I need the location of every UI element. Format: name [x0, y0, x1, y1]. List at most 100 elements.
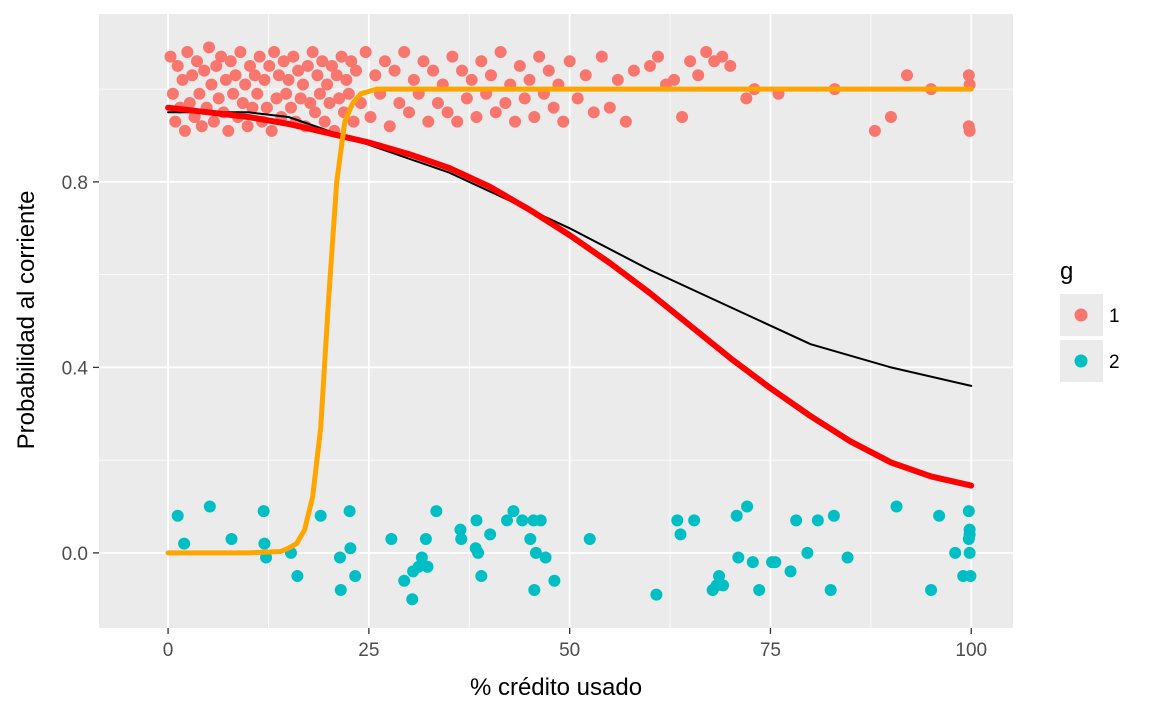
data-point-group-1	[347, 115, 360, 128]
data-point-group-2	[475, 570, 488, 583]
data-point-group-2	[203, 500, 216, 513]
data-point-group-1	[900, 69, 913, 82]
data-point-group-2	[674, 528, 687, 541]
y-axis-title: Probabilidad al corriente	[13, 191, 40, 450]
data-point-group-1	[239, 78, 252, 91]
data-point-group-2	[344, 542, 357, 555]
data-point-group-2	[650, 588, 663, 601]
data-point-group-1	[547, 101, 560, 114]
data-point-group-1	[451, 115, 464, 128]
data-point-group-2	[314, 509, 327, 522]
x-tick-label: 50	[559, 640, 580, 661]
data-point-group-1	[311, 69, 324, 82]
data-point-group-1	[241, 120, 254, 133]
data-point-group-2	[291, 570, 304, 583]
data-point-group-2	[472, 546, 485, 559]
data-point-group-2	[171, 509, 184, 522]
data-point-group-1	[668, 73, 681, 86]
data-point-group-1	[304, 97, 317, 110]
data-point-group-1	[186, 69, 199, 82]
data-point-group-1	[643, 59, 656, 72]
data-point-group-2	[430, 505, 443, 518]
data-point-group-1	[316, 55, 329, 68]
data-point-group-1	[518, 92, 531, 105]
data-point-group-1	[292, 64, 305, 77]
data-point-group-2	[454, 523, 467, 536]
data-point-group-1	[287, 50, 300, 63]
data-point-group-1	[513, 59, 526, 72]
data-point-group-1	[619, 115, 632, 128]
data-point-group-1	[431, 97, 444, 110]
data-point-group-1	[198, 64, 211, 77]
legend-title: g	[1060, 258, 1073, 285]
data-point-group-2	[962, 532, 975, 545]
data-point-group-2	[421, 560, 434, 573]
data-point-group-1	[465, 73, 478, 86]
data-point-group-2	[827, 509, 840, 522]
data-point-group-2	[529, 546, 542, 559]
data-point-group-1	[171, 59, 184, 72]
data-point-group-1	[587, 106, 600, 119]
data-point-group-2	[178, 537, 191, 550]
data-point-group-2	[419, 532, 432, 545]
data-point-group-1	[205, 78, 218, 91]
red-fit-curve	[165, 104, 975, 489]
x-axis-title: % crédito usado	[470, 674, 642, 701]
data-point-group-1	[446, 50, 459, 63]
data-point-group-1	[325, 59, 338, 72]
data-point-group-2	[732, 551, 745, 564]
data-point-group-1	[176, 73, 189, 86]
data-point-group-1	[393, 97, 406, 110]
data-point-group-1	[403, 106, 416, 119]
data-point-group-1	[183, 97, 196, 110]
data-point-group-1	[246, 101, 259, 114]
data-point-group-1	[306, 46, 319, 59]
data-point-group-1	[523, 73, 536, 86]
data-point-group-2	[746, 556, 759, 569]
data-point-group-2	[225, 532, 238, 545]
y-tick-label: 0.8	[62, 173, 88, 194]
y-tick-label: 0.4	[62, 358, 89, 379]
data-point-group-1	[509, 115, 522, 128]
data-point-group-2	[398, 574, 411, 587]
data-point-group-2	[769, 556, 782, 569]
data-point-group-1	[716, 50, 729, 63]
data-point-group-1	[263, 59, 276, 72]
data-point-group-1	[181, 46, 194, 59]
data-point-group-1	[611, 73, 624, 86]
data-point-group-1	[260, 101, 273, 114]
data-point-group-2	[524, 532, 537, 545]
data-point-group-1	[203, 41, 216, 54]
data-point-group-1	[627, 64, 640, 77]
data-point-group-2	[333, 551, 346, 564]
data-point-group-1	[383, 120, 396, 133]
data-point-group-1	[499, 97, 512, 110]
data-point-group-2	[516, 514, 529, 527]
x-tick-label: 0	[163, 640, 174, 661]
data-point-group-1	[268, 46, 281, 59]
data-point-group-1	[364, 110, 377, 123]
data-point-group-1	[210, 59, 223, 72]
data-point-group-1	[684, 55, 697, 68]
data-point-group-2	[349, 570, 362, 583]
data-point-group-1	[280, 87, 293, 100]
data-point-group-2	[507, 505, 520, 518]
data-point-group-1	[215, 50, 228, 63]
data-point-group-1	[166, 87, 179, 100]
data-point-group-2	[713, 570, 726, 583]
data-point-group-1	[494, 46, 507, 59]
data-point-group-2	[501, 514, 514, 527]
data-point-group-1	[313, 87, 326, 100]
data-point-group-1	[422, 115, 435, 128]
data-point-group-1	[350, 64, 363, 77]
data-point-group-1	[579, 69, 592, 82]
data-point-group-1	[178, 124, 191, 137]
data-point-group-1	[321, 78, 334, 91]
data-point-group-1	[557, 115, 570, 128]
data-point-group-1	[388, 64, 401, 77]
data-point-group-1	[169, 115, 182, 128]
data-point-group-1	[528, 110, 541, 123]
legend-key-2-point	[1074, 354, 1088, 368]
data-point-group-2	[741, 500, 754, 513]
